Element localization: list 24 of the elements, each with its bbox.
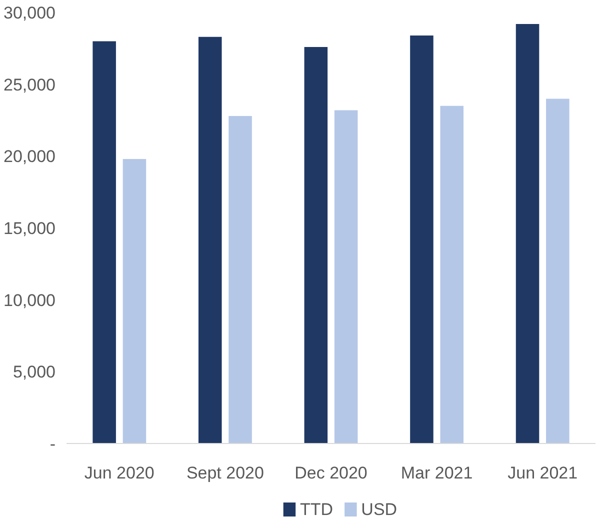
bar	[304, 46, 328, 444]
y-tick-label: -	[50, 434, 56, 454]
bar	[92, 41, 116, 444]
x-tick-label: Jun 2020	[84, 464, 154, 482]
y-tick-label: 15,000	[4, 219, 56, 238]
y-tick-label: 25,000	[4, 75, 56, 94]
x-tick-label: Jun 2021	[508, 464, 578, 482]
y-tick-label: 5,000	[12, 362, 56, 382]
bar	[440, 106, 464, 444]
bar	[228, 116, 252, 444]
legend-label: TTD	[300, 500, 334, 519]
y-tick-label: 20,000	[4, 147, 56, 166]
bar	[334, 110, 358, 444]
x-tick-label: Dec 2020	[294, 464, 368, 482]
bar	[198, 36, 222, 444]
bar	[546, 98, 570, 444]
y-tick-label: 30,000	[4, 4, 56, 22]
bar	[516, 24, 540, 444]
x-tick-label: Mar 2021	[400, 464, 473, 482]
y-tick-label: 10,000	[4, 290, 56, 310]
bar	[122, 159, 146, 444]
legend-label: USD	[361, 500, 398, 519]
x-tick-label: Sept 2020	[186, 464, 264, 482]
bar	[410, 35, 434, 444]
